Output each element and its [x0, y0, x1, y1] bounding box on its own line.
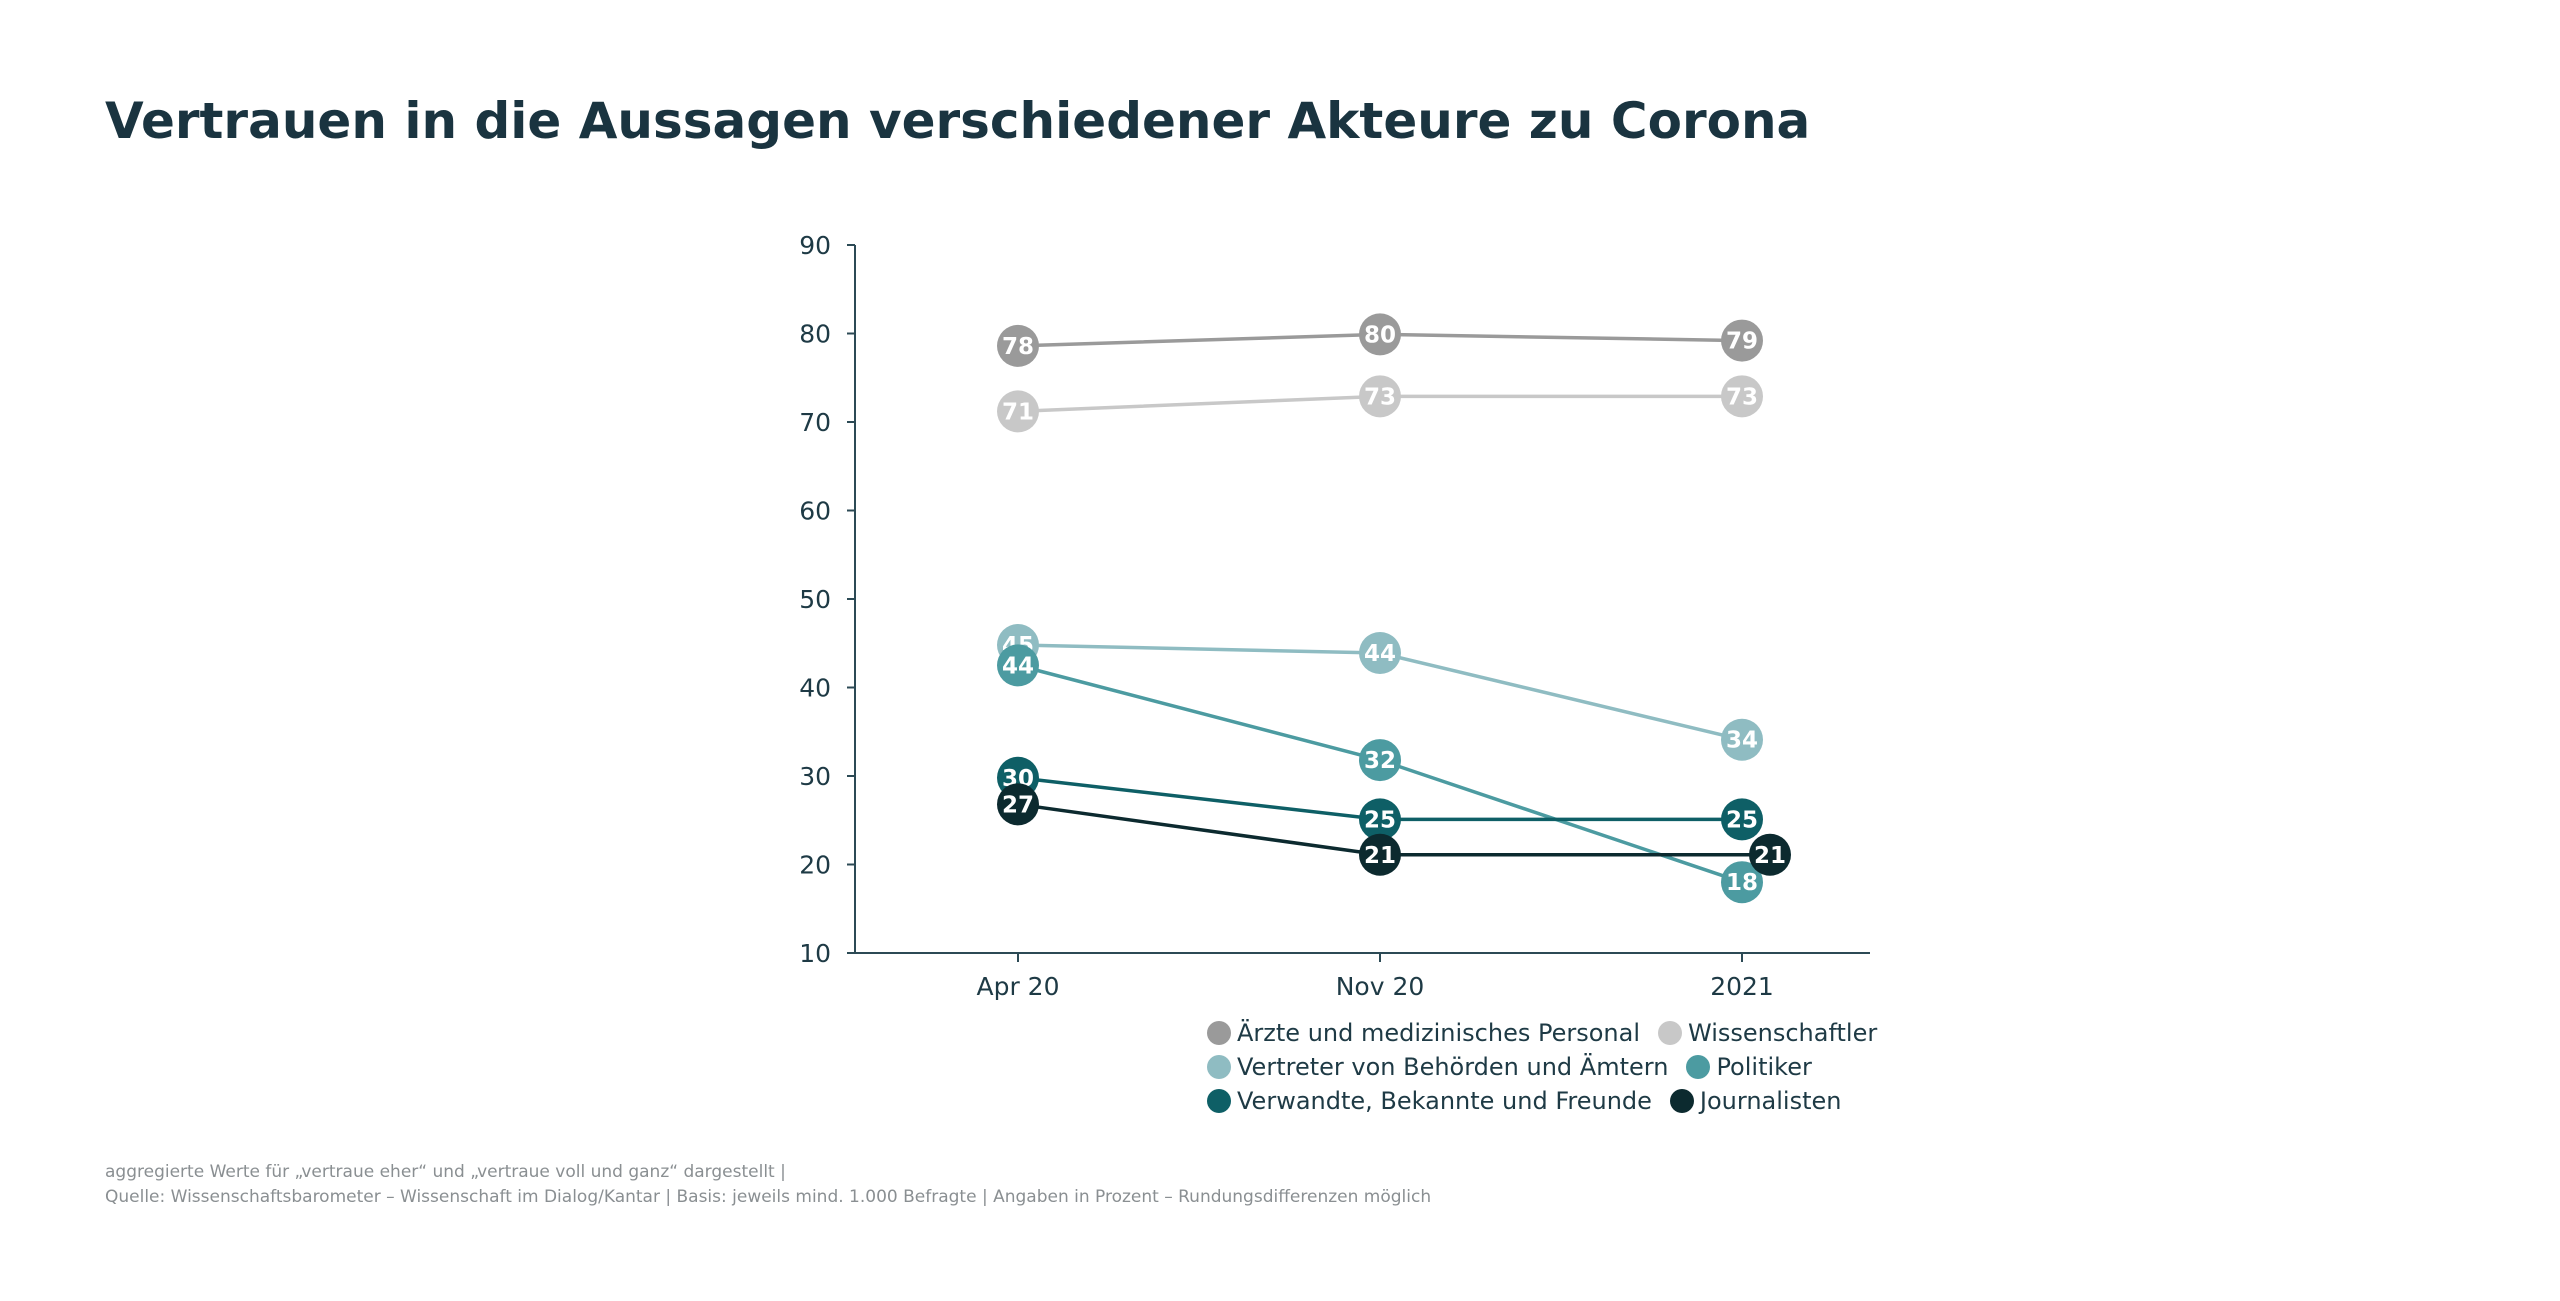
legend-label: Vertreter von Behörden und Ämtern [1237, 1053, 1669, 1081]
data-label: 32 [1364, 748, 1396, 774]
data-label: 34 [1726, 728, 1758, 754]
data-point [1359, 375, 1401, 418]
y-tick-label: 30 [799, 762, 831, 791]
legend-label: Ärzte und medizinisches Personal [1237, 1019, 1640, 1047]
legend-swatch [1207, 1089, 1231, 1113]
data-label: 21 [1754, 843, 1786, 869]
data-label: 71 [1002, 399, 1034, 425]
legend-row: Ärzte und medizinisches Personal Wissens… [1207, 1016, 1887, 1050]
note-line: aggregierte Werte für „vertraue eher“ un… [105, 1162, 786, 1182]
data-point [1721, 319, 1763, 362]
legend-swatch [1207, 1021, 1231, 1045]
legend-item-journalisten: Journalisten [1669, 1087, 1842, 1115]
legend-item-aerzte: Ärzte und medizinisches Personal [1207, 1019, 1640, 1047]
data-point [997, 324, 1039, 367]
legend-row: Verwandte, Bekannte und Freunde Journali… [1207, 1084, 1887, 1118]
data-label: 25 [1726, 807, 1758, 833]
data-point [1721, 375, 1763, 418]
data-label: 73 [1726, 384, 1758, 410]
legend-item-politiker: Politiker [1686, 1053, 1812, 1081]
data-point [1721, 861, 1763, 904]
data-label: 27 [1002, 792, 1034, 818]
data-label: 25 [1364, 807, 1396, 833]
y-tick-label: 20 [799, 851, 831, 880]
y-tick-label: 40 [799, 674, 831, 703]
legend-item-verwandte: Verwandte, Bekannte und Freunde [1207, 1087, 1652, 1115]
legend-label: Journalisten [1699, 1087, 1842, 1115]
legend-item-behoerden: Vertreter von Behörden und Ämtern [1207, 1053, 1668, 1081]
data-label: 44 [1002, 653, 1034, 679]
legend-swatch [1669, 1089, 1694, 1113]
x-tick-label: Apr 20 [976, 972, 1059, 1001]
data-label: 73 [1364, 384, 1396, 410]
y-tick-label: 50 [799, 585, 831, 614]
data-label: 18 [1726, 870, 1758, 896]
legend-label: Verwandte, Bekannte und Freunde [1237, 1087, 1652, 1115]
legend-label: Politiker [1716, 1053, 1812, 1081]
y-tick-label: 10 [799, 939, 831, 968]
legend-swatch [1207, 1055, 1231, 1079]
legend-item-wissenschaftler: Wissenschaftler [1658, 1019, 1877, 1047]
data-point [997, 644, 1039, 687]
y-tick-label: 70 [799, 408, 831, 437]
legend-swatch [1686, 1055, 1711, 1079]
data-point [1359, 631, 1401, 674]
data-point [1359, 833, 1401, 876]
data-label: 78 [1002, 334, 1034, 360]
data-label: 21 [1364, 843, 1396, 869]
data-label: 44 [1364, 641, 1396, 667]
y-tick-label: 90 [799, 231, 831, 260]
data-point [1359, 798, 1401, 841]
data-point [1721, 718, 1763, 761]
legend-row: Vertreter von Behörden und Ämtern Politi… [1207, 1050, 1887, 1084]
note-line: Quelle: Wissenschaftsbarometer – Wissens… [105, 1187, 1432, 1207]
data-point [1721, 798, 1763, 841]
data-point [997, 390, 1039, 433]
data-label: 80 [1364, 322, 1396, 348]
data-point [1359, 313, 1401, 356]
x-tick-label: 2021 [1710, 972, 1774, 1001]
x-tick-label: Nov 20 [1336, 972, 1425, 1001]
legend-label: Wissenschaftler [1688, 1019, 1878, 1047]
y-tick-label: 80 [799, 320, 831, 349]
chart-title: Vertrauen in die Aussagen verschiedener … [105, 92, 1811, 150]
data-point [997, 783, 1039, 826]
y-tick-label: 60 [799, 497, 831, 526]
data-point [1359, 739, 1401, 782]
data-point [1749, 833, 1791, 876]
data-label: 79 [1726, 329, 1758, 355]
legend-swatch [1658, 1021, 1682, 1045]
source-notes: aggregierte Werte für „vertraue eher“ un… [105, 1160, 1431, 1210]
chart-legend: Ärzte und medizinisches Personal Wissens… [1207, 1016, 1887, 1118]
